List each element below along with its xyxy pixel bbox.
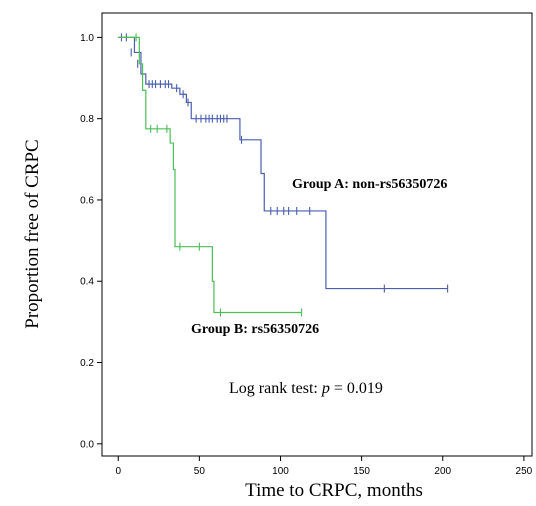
x-axis-title: Time to CRPC, months [245,480,423,501]
y-axis: 0.0 0.2 0.4 0.6 0.8 1.0 [80,33,102,450]
x-tick-label-50: 50 [194,466,206,477]
x-tick-label-250: 250 [516,466,533,477]
group-a-label: Group A: non-rs56350726 [292,177,447,192]
logrank-prefix: Log rank test: [229,380,322,397]
group-a-survival-line [118,36,448,290]
y-tick-label-3: 0.6 [80,195,94,206]
x-tick-label-100: 100 [272,466,289,477]
x-axis: 0 50 100 150 200 250 [115,456,533,477]
y-tick-label-0: 0.0 [80,439,94,450]
x-tick-label-0: 0 [115,466,121,477]
y-axis-title: Proportion free of CRPC [22,139,43,328]
y-tick-label-1: 0.2 [80,358,94,369]
group-b-survival-line [118,36,302,314]
y-tick-label-5: 1.0 [80,33,94,44]
x-tick-label-200: 200 [434,466,451,477]
series-layer [118,33,449,317]
group-b-label: Group B: rs56350726 [191,322,319,337]
logrank-p-symbol: p [321,380,330,397]
y-tick-label-4: 0.8 [80,114,94,125]
logrank-annotation: Log rank test: p = 0.019 [229,380,383,397]
y-tick-label-2: 0.4 [80,277,94,288]
x-tick-label-150: 150 [353,466,370,477]
plot-frame [101,12,533,457]
logrank-value: = 0.019 [330,380,383,397]
